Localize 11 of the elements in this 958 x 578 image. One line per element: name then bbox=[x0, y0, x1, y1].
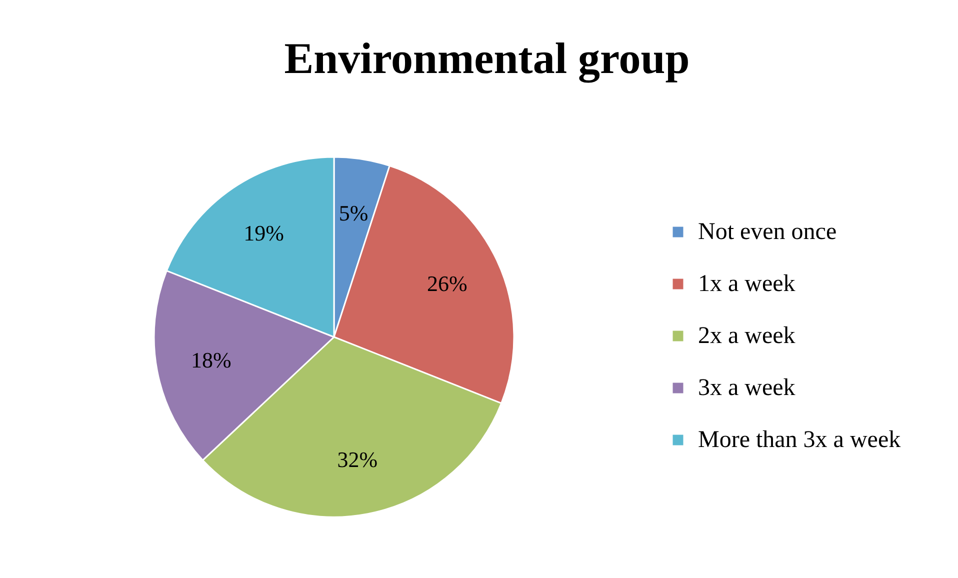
data-label: 26% bbox=[426, 270, 468, 296]
legend-label: 1x a week bbox=[698, 271, 796, 297]
data-label: 18% bbox=[191, 347, 232, 372]
legend-label: More than 3x a week bbox=[698, 427, 901, 453]
legend-label: 2x a week bbox=[698, 323, 796, 349]
data-label: 5% bbox=[338, 200, 368, 226]
data-label: 32% bbox=[337, 446, 378, 472]
data-label: 19% bbox=[244, 220, 284, 246]
legend-label: 3x a week bbox=[698, 375, 796, 401]
legend-label: Not even once bbox=[698, 219, 837, 245]
chart-title: Environmental group bbox=[284, 34, 690, 83]
